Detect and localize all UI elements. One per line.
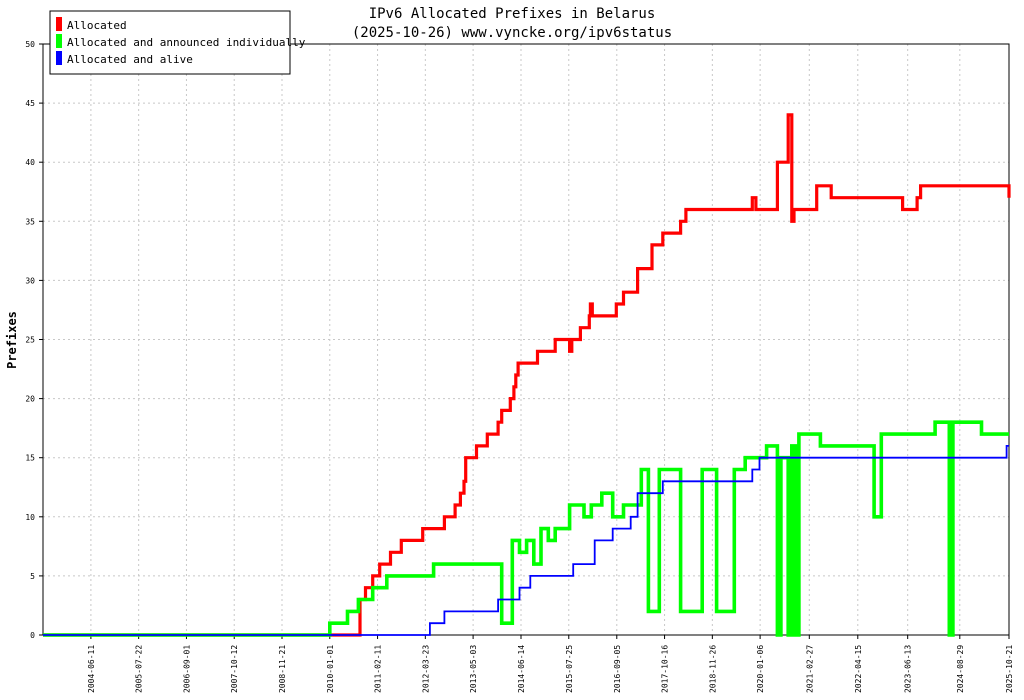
- series-line-alive: [43, 445, 1009, 636]
- y-tick-label: 50: [25, 40, 35, 49]
- chart-title: IPv6 Allocated Prefixes in Belarus: [369, 6, 656, 22]
- legend: Allocated Allocated and announced indivi…: [49, 10, 306, 75]
- x-tick-label: 2024-08-29: [956, 645, 965, 693]
- legend-label-announced: Allocated and announced individually: [67, 36, 306, 49]
- series-line-announced: [43, 420, 1009, 637]
- x-axis: 2004-06-11 2005-07-22 2006-09-01 2007-10-12…: [87, 635, 1014, 693]
- x-tick-label: 2012-03-23: [421, 645, 430, 693]
- x-tick-label: 2023-06-13: [904, 645, 913, 693]
- y-tick-label: 10: [25, 513, 35, 522]
- x-tick-label: 2007-10-12: [230, 645, 239, 693]
- series-line-allocated: [43, 113, 1011, 637]
- legend-swatch-allocated: [56, 17, 62, 31]
- legend-swatch-announced: [56, 34, 62, 48]
- x-tick-label: 2018-11-26: [708, 645, 717, 693]
- legend-label-alive: Allocated and alive: [67, 53, 193, 66]
- x-tick-label: 2015-07-25: [565, 645, 574, 693]
- x-tick-label: 2004-06-11: [87, 645, 96, 693]
- legend-label-allocated: Allocated: [67, 19, 127, 32]
- y-tick-label: 35: [25, 217, 35, 226]
- x-tick-label: 2016-09-05: [613, 645, 622, 693]
- y-axis-label: Prefixes: [5, 311, 19, 369]
- x-tick-label: 2017-10-16: [661, 645, 670, 693]
- x-tick-label: 2011-02-11: [374, 645, 383, 693]
- legend-swatch-alive: [56, 51, 62, 65]
- x-tick-label: 2025-10-21: [1005, 645, 1014, 693]
- y-tick-label: 15: [25, 454, 35, 463]
- x-tick-label: 2005-07-22: [135, 645, 144, 693]
- y-tick-label: 25: [25, 336, 35, 345]
- gridlines: [43, 44, 1009, 635]
- x-tick-label: 2020-01-06: [756, 645, 765, 693]
- x-tick-label: 2021-02-27: [805, 645, 814, 693]
- x-tick-label: 2010-01-01: [326, 645, 335, 693]
- y-tick-label: 5: [30, 572, 35, 581]
- y-tick-label: 30: [25, 276, 35, 285]
- y-tick-label: 45: [25, 99, 35, 108]
- y-tick-label: 20: [25, 395, 35, 404]
- y-tick-label: 0: [30, 631, 35, 640]
- x-tick-label: 2013-05-03: [469, 645, 478, 693]
- y-axis: 0 5 10 15 20 25 30 35 40 45 50: [25, 40, 43, 640]
- y-tick-label: 40: [25, 158, 35, 167]
- chart-subtitle: (2025-10-26) www.vyncke.org/ipv6status: [352, 25, 672, 41]
- series-lines: [43, 113, 1011, 637]
- x-tick-label: 2006-09-01: [182, 645, 191, 693]
- x-tick-label: 2022-04-15: [854, 645, 863, 693]
- x-tick-label: 2008-11-21: [278, 645, 287, 693]
- x-tick-label: 2014-06-14: [517, 645, 526, 693]
